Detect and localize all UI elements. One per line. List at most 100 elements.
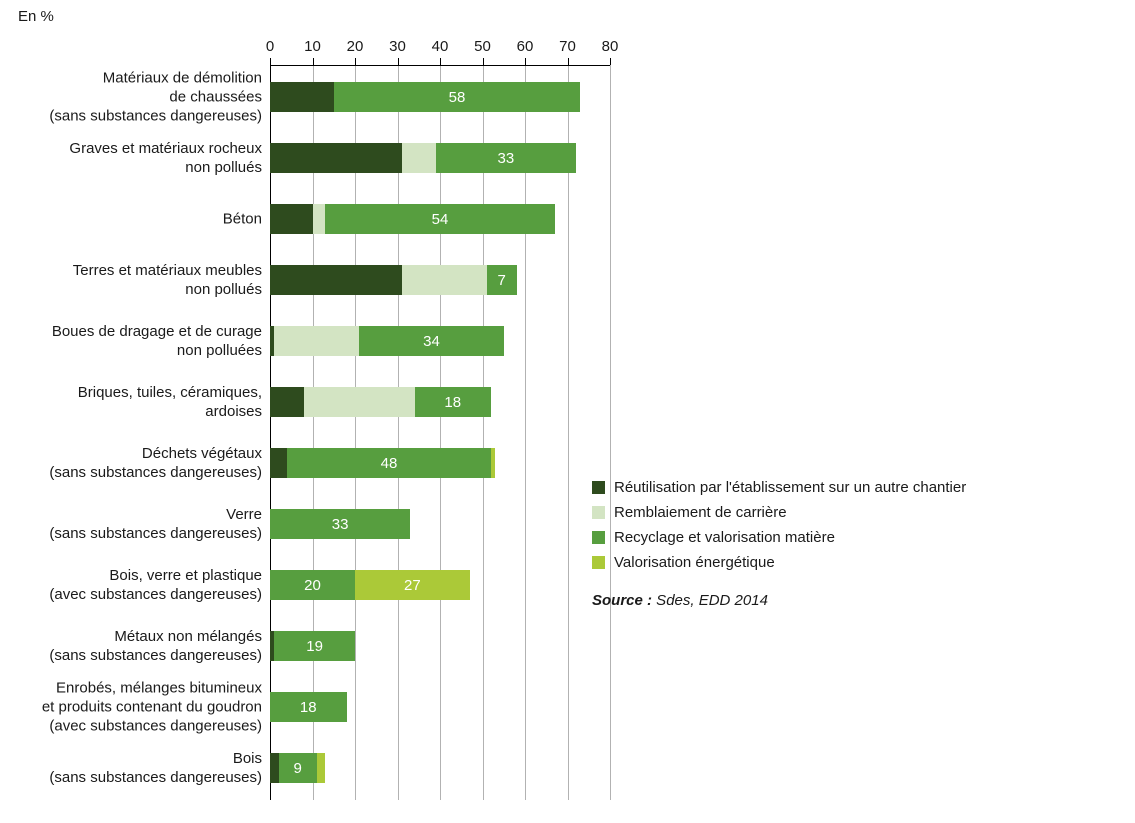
gridline	[355, 65, 356, 800]
axis-tick	[525, 58, 526, 65]
bar-segment-reuse	[270, 631, 275, 661]
category-label: Terres et matériaux meubles non pollués	[72, 262, 262, 298]
bar-segment-recycle: 18	[414, 387, 491, 417]
bar-segment-reuse	[270, 326, 275, 356]
bar-value-label: 33	[331, 515, 349, 533]
category-label: Bois, verre et plastique (avec substance…	[49, 567, 262, 603]
source-label: Source :	[592, 592, 653, 609]
category-label: Matériaux de démolition de chaussées (sa…	[49, 69, 262, 125]
category-label: Métaux non mélangés (sans substances dan…	[49, 628, 262, 664]
legend-item: Valorisation énergétique	[592, 554, 966, 571]
legend-label: Valorisation énergétique	[614, 554, 775, 571]
legend-item: Recyclage et valorisation matière	[592, 529, 966, 546]
bar-segment-backfill	[274, 326, 360, 356]
bar-value-label: 48	[380, 454, 398, 472]
source-text: Sdes, EDD 2014	[652, 592, 768, 609]
gridline	[567, 65, 569, 800]
gridline	[312, 65, 314, 800]
bar-segment-recycle: 20	[270, 570, 355, 600]
bar-value-label: 9	[293, 759, 302, 777]
bar-segment-reuse	[270, 265, 402, 295]
x-axis-line	[270, 65, 610, 66]
source-note: Source : Sdes, EDD 2014	[592, 592, 768, 609]
legend-item: Remblaiement de carrière	[592, 504, 966, 521]
axis-tick	[610, 58, 611, 65]
axis-tick	[440, 58, 441, 65]
bar-value-label: 18	[444, 393, 462, 411]
category-label: Enrobés, mélanges bitumineux et produits…	[41, 679, 262, 735]
bar-segment-recycle: 19	[274, 631, 355, 661]
bar-value-label: 27	[404, 576, 421, 594]
category-label: Verre (sans substances dangereuses)	[49, 506, 262, 542]
axis-tick	[482, 58, 484, 65]
bar-value-label: 33	[497, 149, 515, 167]
legend-swatch	[592, 506, 605, 519]
bar-segment-reuse	[270, 143, 402, 173]
bar-segment-recycle: 48	[287, 448, 491, 478]
unit-label: En %	[18, 8, 54, 25]
bar-segment-recycle: 18	[270, 692, 347, 722]
gridline	[610, 65, 611, 800]
x-tick-label: 80	[601, 38, 619, 55]
bar-value-label: 20	[304, 576, 321, 594]
bar-value-label: 19	[306, 637, 323, 655]
gridline	[525, 65, 526, 800]
x-tick-label: 20	[346, 38, 364, 55]
x-tick-label: 70	[559, 38, 576, 55]
bar-value-label: 7	[497, 271, 506, 289]
bar-value-label: 18	[299, 698, 317, 716]
legend-swatch	[592, 556, 605, 569]
bar-segment-recycle: 54	[325, 204, 555, 234]
bar-value-label: 34	[423, 332, 440, 350]
legend-label: Recyclage et valorisation matière	[614, 529, 835, 546]
axis-tick	[355, 58, 356, 65]
gridline	[397, 65, 399, 800]
legend: Réutilisation par l'établissement sur un…	[592, 479, 966, 579]
category-label: Briques, tuiles, céramiques, ardoises	[77, 384, 262, 420]
x-tick-label: 0	[265, 38, 275, 55]
legend-swatch	[592, 481, 605, 494]
x-tick-label: 50	[474, 38, 491, 55]
bar-segment-recycle: 7	[486, 265, 517, 295]
bar-segment-energy	[491, 448, 496, 478]
bar-segment-backfill	[401, 265, 487, 295]
x-tick-label: 40	[431, 38, 449, 55]
legend-item: Réutilisation par l'établissement sur un…	[592, 479, 966, 496]
bar-segment-recycle: 33	[270, 509, 411, 539]
axis-tick	[567, 58, 569, 65]
bar-segment-reuse	[270, 204, 313, 234]
bar-segment-recycle: 9	[278, 753, 317, 783]
bar-segment-recycle: 34	[359, 326, 504, 356]
bar-value-label: 54	[431, 210, 449, 228]
legend-label: Réutilisation par l'établissement sur un…	[614, 479, 967, 496]
axis-tick	[312, 58, 314, 65]
category-label: Bois (sans substances dangereuses)	[49, 750, 262, 786]
bar-segment-energy	[316, 753, 326, 783]
category-label: Boues de dragage et de curage non pollué…	[51, 323, 262, 359]
bar-segment-backfill	[304, 387, 415, 417]
x-tick-label: 10	[304, 38, 321, 55]
category-label: Graves et matériaux rocheux non pollués	[69, 140, 262, 176]
x-tick-label: 60	[516, 38, 534, 55]
gridline	[270, 65, 271, 800]
bar-segment-backfill	[401, 143, 436, 173]
gridline	[440, 65, 441, 800]
bar-segment-recycle: 58	[333, 82, 581, 112]
bar-segment-energy: 27	[355, 570, 470, 600]
bar-segment-reuse	[270, 448, 287, 478]
bar-segment-reuse	[270, 753, 279, 783]
bar-segment-backfill	[312, 204, 326, 234]
gridline	[482, 65, 484, 800]
axis-tick	[397, 58, 399, 65]
category-label: Déchets végétaux (sans substances danger…	[49, 445, 262, 481]
x-tick-label: 30	[389, 38, 406, 55]
bar-value-label: 58	[448, 88, 466, 106]
axis-tick	[270, 58, 271, 65]
legend-label: Remblaiement de carrière	[614, 504, 787, 521]
bar-segment-recycle: 33	[435, 143, 576, 173]
legend-swatch	[592, 531, 605, 544]
bar-segment-reuse	[270, 387, 304, 417]
category-label: Béton	[222, 210, 262, 228]
